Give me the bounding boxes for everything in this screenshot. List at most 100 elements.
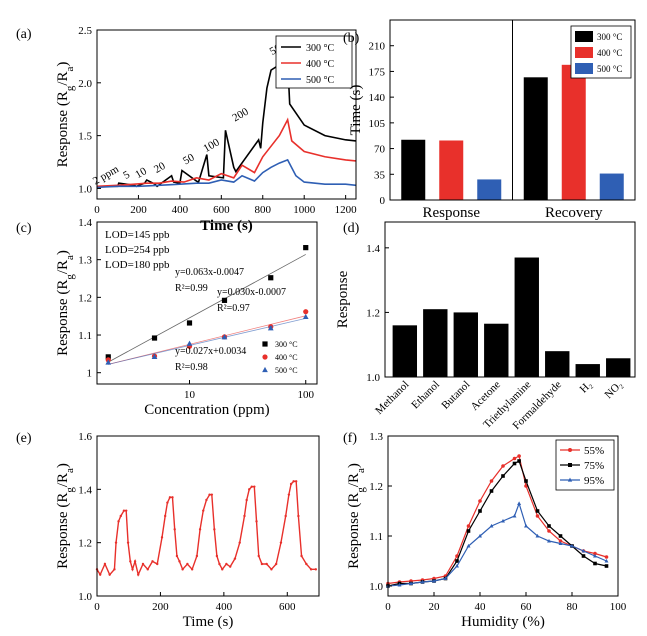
data-point [512, 456, 517, 461]
y-tick-label: 2.0 [78, 78, 92, 90]
x-tick-label: 400 [216, 601, 233, 613]
legend-label: 500 °C [306, 75, 334, 86]
data-point [210, 493, 214, 496]
legend-marker [568, 448, 572, 452]
bar [575, 364, 600, 377]
fit-equation: y=0.063x-0.0047 [175, 267, 244, 278]
data-point [221, 568, 224, 571]
data-point [175, 554, 179, 558]
legend-swatch [575, 47, 593, 58]
bar [392, 325, 418, 377]
data-point [98, 573, 102, 576]
data-point [243, 514, 246, 518]
x-category-label: Methanol [373, 379, 411, 417]
bar [484, 323, 509, 377]
legend-label: 400 °C [597, 48, 622, 58]
bar [606, 358, 631, 377]
concentration-label: 50 [181, 151, 197, 167]
data-point [581, 554, 586, 558]
data-point [570, 543, 574, 548]
data-point [103, 562, 107, 566]
y-tick-label: 70 [374, 144, 386, 156]
data-point [279, 541, 283, 544]
data-point [108, 573, 111, 576]
x-axis-label: Concentration (ppm) [144, 402, 269, 418]
legend-marker [262, 341, 268, 347]
data-point [225, 562, 228, 566]
data-point [420, 579, 425, 584]
y-tick-label: 1.3 [78, 255, 92, 267]
y-axis-label: Response (Rg/Ra) [55, 250, 76, 356]
data-point [581, 548, 586, 553]
data-point [260, 562, 264, 566]
y-tick-label: 1.2 [78, 538, 92, 550]
data-point [455, 563, 459, 568]
y-tick-label: 1.4 [78, 484, 92, 496]
y-tick-label: 1.0 [78, 591, 92, 603]
y-tick-label: 1.2 [78, 292, 92, 304]
bar [401, 139, 426, 200]
data-point [289, 482, 293, 486]
data-point [517, 454, 521, 458]
y-tick-label: 1.6 [78, 431, 92, 443]
data-point [129, 560, 132, 563]
panel-f: (f) 0 20 40 60 80 100 1.0 1.1 1.2 1.3 Humidity (%) R… [343, 431, 627, 630]
legend-label: 500 °C [597, 64, 622, 74]
y-tick-label: 0 [380, 195, 386, 207]
panel-label: (b) [343, 31, 360, 46]
data-point [173, 528, 176, 531]
data-point [221, 334, 228, 340]
panel-d: (d)1.01.21.4MethanolEthanolButanolAceton… [335, 221, 636, 432]
fit-line [108, 318, 306, 365]
data-point [478, 509, 482, 513]
data-point [466, 524, 471, 528]
y-axis-label: Time (s) [348, 85, 364, 136]
data-point [547, 524, 551, 528]
x-tick-label: 1200 [335, 204, 358, 216]
fit-r2: R²=0.98 [175, 362, 208, 373]
data-point [558, 534, 563, 538]
x-tick-label: 0 [385, 601, 391, 613]
bar [545, 351, 570, 377]
concentration-label: 20 [152, 160, 168, 176]
panel-b: (b) Response Recovery 0 35 70 105 140 175 210 Time… [343, 19, 636, 221]
panel-label: (d) [343, 221, 360, 236]
data-point [443, 576, 448, 580]
panel-label: (f) [343, 431, 357, 446]
data-point [166, 501, 169, 504]
x-category-label: Response [423, 205, 481, 221]
fit-line [108, 254, 306, 363]
data-point [593, 551, 597, 556]
lod-text: LOD=145 ppb [105, 229, 170, 241]
data-point [303, 309, 309, 315]
y-tick-label: 1.5 [78, 131, 92, 143]
data-point [300, 554, 303, 558]
data-point [501, 474, 505, 478]
data-point [547, 538, 551, 543]
data-point [604, 558, 609, 563]
data-point [455, 554, 459, 558]
series-line [96, 158, 357, 189]
y-axis-label: Response (Rg/Ra) [55, 463, 76, 569]
data-point [146, 568, 149, 571]
data-point [535, 514, 540, 518]
data-point [205, 498, 208, 502]
data-point [105, 354, 111, 360]
data-point [535, 509, 540, 513]
x-axis-label: Humidity (%) [461, 614, 545, 630]
legend-label: 75% [584, 460, 604, 472]
x-tick-label: 10 [184, 389, 196, 401]
data-point [178, 560, 181, 563]
legend-marker [567, 477, 573, 482]
fit-line [108, 315, 306, 365]
data-point [133, 560, 137, 563]
fit-r2: R²=0.97 [217, 303, 250, 314]
x-tick-label: 100 [610, 601, 627, 613]
y-tick-label: 1 [87, 368, 93, 380]
data-point [137, 573, 140, 576]
data-point [126, 541, 130, 544]
data-point [168, 496, 172, 499]
bar [439, 140, 464, 200]
data-point [218, 562, 221, 566]
